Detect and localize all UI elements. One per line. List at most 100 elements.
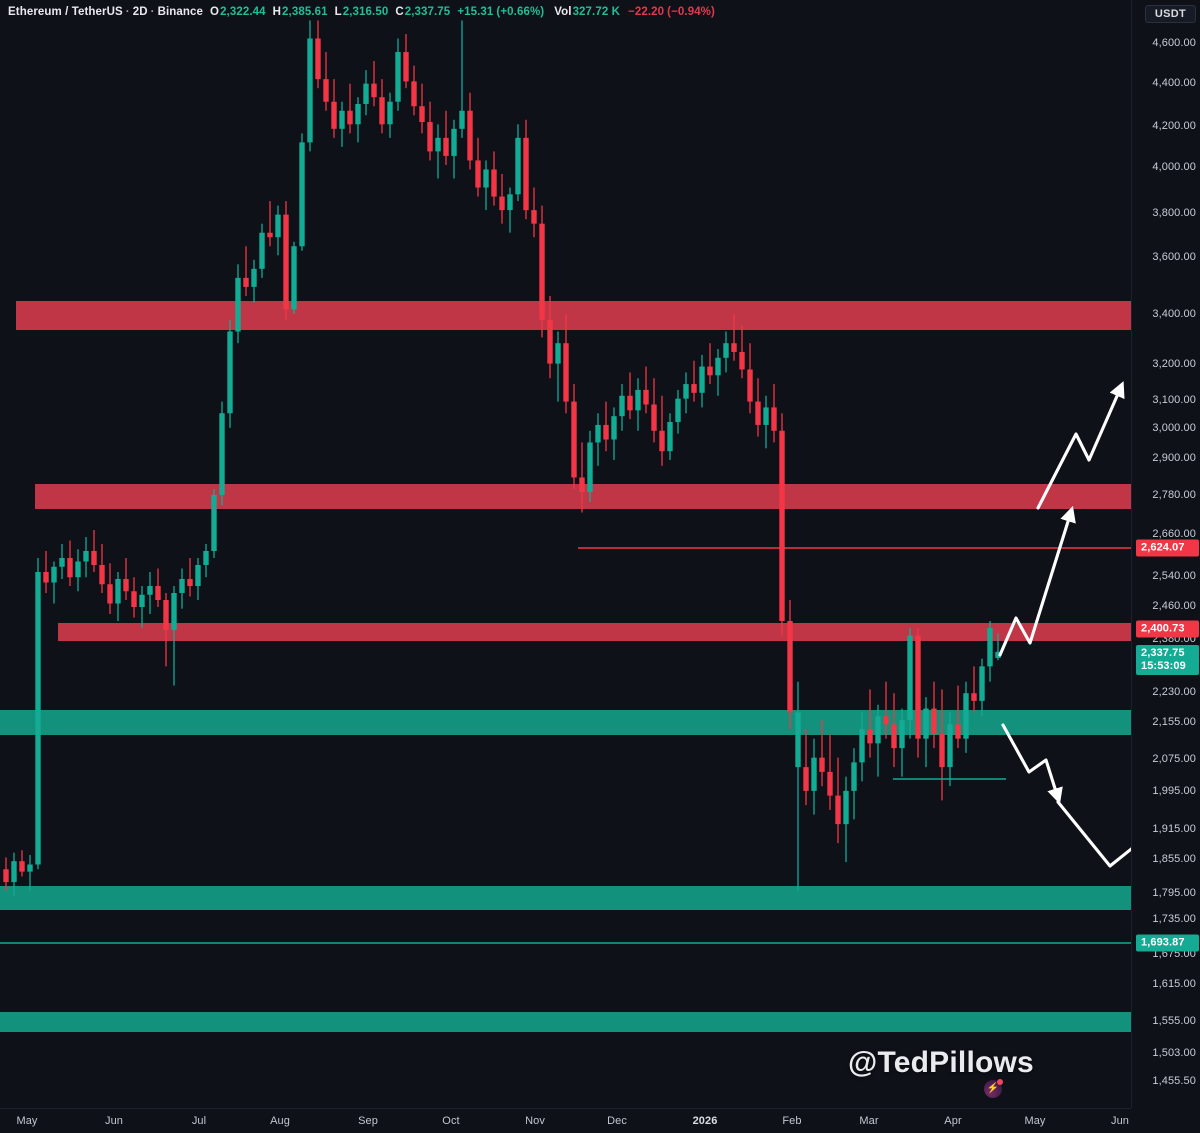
- candle: [291, 241, 297, 314]
- candle: [771, 384, 777, 443]
- candle: [211, 489, 217, 558]
- candle: [851, 748, 857, 820]
- candle: [811, 738, 817, 815]
- price-tick: 2,075.00: [1152, 753, 1196, 765]
- price-badge-red[interactable]: 2,400.73: [1136, 620, 1199, 638]
- time-tick: 2026: [692, 1115, 718, 1127]
- price-axis[interactable]: USDT 4,600.00 4,400.00 4,200.00 4,000.00 3,8…: [1131, 0, 1200, 1108]
- candle: [331, 79, 337, 138]
- price-tick: 4,200.00: [1152, 120, 1196, 132]
- candle: [195, 558, 201, 600]
- price-badge-value: 2,337.75: [1141, 647, 1185, 659]
- candle: [347, 83, 353, 134]
- candle: [795, 681, 801, 891]
- candle: [467, 92, 473, 170]
- candle: [475, 137, 481, 197]
- chart-plot-area[interactable]: [0, 0, 1131, 1108]
- candle: [307, 20, 313, 152]
- price-badge-teal[interactable]: 2,337.75 15:53:09: [1136, 645, 1199, 675]
- currency-badge[interactable]: USDT: [1144, 5, 1196, 23]
- candle: [651, 378, 657, 443]
- candle: [675, 389, 681, 434]
- projection-bearish-primary[interactable]: [1001, 723, 1063, 805]
- candle: [83, 537, 89, 578]
- candle: [459, 20, 465, 138]
- candle: [99, 544, 105, 593]
- legend-low-label: L: [334, 6, 342, 18]
- candle: [75, 549, 81, 592]
- candle: [491, 151, 497, 206]
- candle: [595, 413, 601, 466]
- candle: [899, 708, 905, 777]
- candle: [715, 349, 721, 396]
- price-tick: 2,460.00: [1152, 600, 1196, 612]
- candle: [427, 101, 433, 161]
- zone-support-1795[interactable]: [0, 886, 1131, 910]
- legend-interval[interactable]: 2D: [132, 6, 148, 18]
- candle: [835, 757, 841, 844]
- price-tick: 3,000.00: [1152, 422, 1196, 434]
- legend-symbol[interactable]: Ethereum / TetherUS: [8, 6, 123, 18]
- candle: [947, 712, 953, 787]
- price-badge-teal[interactable]: 1,693.87: [1136, 934, 1199, 952]
- candle: [627, 372, 633, 420]
- price-badge-value: 1,693.87: [1141, 936, 1185, 949]
- candle: [635, 378, 641, 431]
- projection-bullish-extension[interactable]: [1036, 381, 1125, 510]
- candle: [763, 395, 769, 449]
- candle: [387, 92, 393, 138]
- candle: [683, 372, 689, 414]
- price-tick: 3,800.00: [1152, 207, 1196, 219]
- candle: [11, 852, 17, 896]
- candle: [91, 530, 97, 572]
- chart-canvas: [0, 20, 1131, 1032]
- zone-support-1555[interactable]: [0, 1012, 1131, 1032]
- price-tick: 2,155.00: [1152, 716, 1196, 728]
- time-tick: Mar: [859, 1115, 879, 1127]
- price-tick: 2,660.00: [1152, 528, 1196, 540]
- candle: [499, 173, 505, 224]
- candle: [251, 259, 257, 303]
- projection-bearish-extension[interactable]: [1056, 800, 1131, 868]
- legend-volume-label: Vol: [554, 6, 572, 18]
- candle: [907, 628, 913, 739]
- time-tick: May: [16, 1115, 38, 1127]
- candle: [659, 395, 665, 466]
- legend-exchange[interactable]: Binance: [157, 6, 204, 18]
- time-tick: Aug: [270, 1115, 290, 1127]
- price-tick: 1,855.00: [1152, 853, 1196, 865]
- chart-legend: Ethereum / TetherUS · 2D · Binance O 2,3…: [8, 4, 715, 20]
- price-tick: 1,503.00: [1152, 1047, 1196, 1059]
- price-tick: 1,455.50: [1152, 1075, 1196, 1087]
- candle: [867, 689, 873, 758]
- price-badge-countdown: 15:53:09: [1141, 660, 1186, 672]
- projection-arrows: [998, 381, 1131, 868]
- legend-volume-change: −22.20: [628, 6, 665, 18]
- candle: [587, 430, 593, 502]
- zone-resistance-3400[interactable]: [16, 301, 1131, 330]
- candle: [699, 354, 705, 408]
- time-tick: Jun: [1110, 1115, 1130, 1127]
- candle: [955, 685, 961, 749]
- candle: [51, 561, 57, 604]
- price-badge-red[interactable]: 2,624.07: [1136, 539, 1199, 557]
- candle: [875, 704, 881, 777]
- zone-support-2155[interactable]: [0, 710, 1131, 735]
- candle: [611, 407, 617, 460]
- time-tick: Apr: [944, 1115, 962, 1127]
- candle: [971, 666, 977, 713]
- candle: [931, 681, 937, 749]
- projection-bullish-primary[interactable]: [998, 505, 1076, 657]
- candle: [779, 413, 785, 636]
- price-tick: 1,915.00: [1152, 823, 1196, 835]
- candle: [139, 586, 145, 628]
- candle: [787, 600, 793, 730]
- time-axis[interactable]: May Jun Jul Aug Sep Oct Nov Dec 2026 Feb Mar Apr May…: [0, 1108, 1131, 1133]
- legend-high-value: 2,385.61: [282, 6, 328, 18]
- candle: [259, 223, 265, 278]
- zone-resistance-2400[interactable]: [58, 623, 1131, 641]
- candle: [755, 378, 761, 437]
- candle: [107, 563, 113, 614]
- candle: [379, 79, 385, 134]
